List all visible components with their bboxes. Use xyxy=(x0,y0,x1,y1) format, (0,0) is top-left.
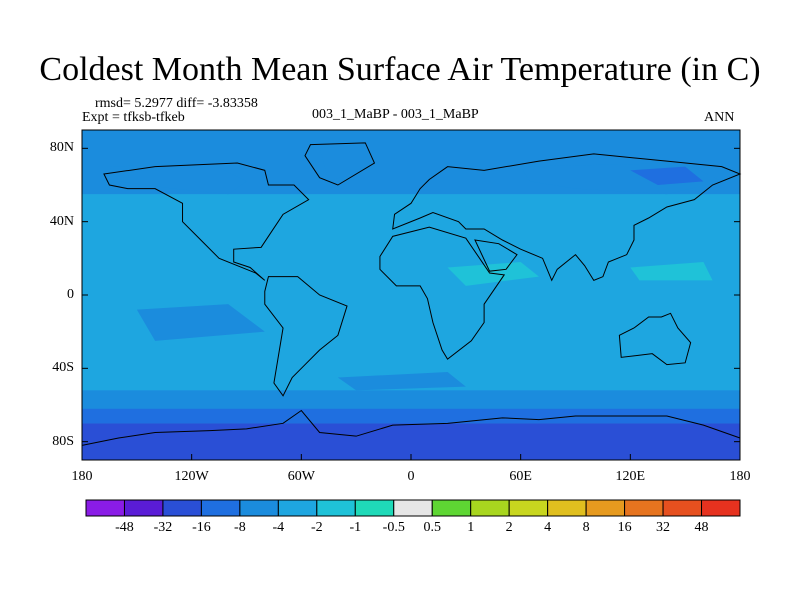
colorbar-box xyxy=(662,499,703,517)
colorbar-box xyxy=(547,499,587,517)
colorbar-label: 4 xyxy=(544,520,552,535)
outline-arabia xyxy=(474,239,518,272)
colorbar-box xyxy=(354,499,395,517)
colorbar-label: -16 xyxy=(192,520,211,535)
colorbar-box xyxy=(123,499,164,517)
colorbar-box xyxy=(239,499,279,517)
colorbar-box xyxy=(393,499,433,517)
colorbar-box xyxy=(85,499,125,517)
outline-north-america xyxy=(103,162,310,281)
x-tick-label: 60W xyxy=(287,469,315,484)
season-label: ANN xyxy=(704,110,735,125)
y-tick-label: 40S xyxy=(52,360,74,376)
colorbar-label: 48 xyxy=(694,520,709,535)
x-tick-label: 120W xyxy=(174,469,209,484)
cold-region-north-america xyxy=(109,163,247,195)
x-tick-label: 180 xyxy=(729,469,751,484)
y-tick-label: 40N xyxy=(49,213,74,229)
y-tick-label: 80N xyxy=(49,140,74,156)
colorbar-label: 0.5 xyxy=(423,520,441,535)
colorbar-box xyxy=(316,499,356,517)
patch-south-pacific xyxy=(136,304,265,341)
experiment-label: Expt = tfksb-tfkeb xyxy=(82,110,185,125)
stats-label: rmsd= 5.2977 diff= -3.83358 xyxy=(95,96,258,111)
case-label: 003_1_MaBP - 003_1_MaBP xyxy=(312,107,479,122)
x-tick-label: 60E xyxy=(509,469,532,484)
y-tick-label: 80S xyxy=(52,433,74,449)
antarctic-band xyxy=(82,423,740,460)
colorbar-box xyxy=(162,499,202,517)
colorbar-box xyxy=(701,499,741,517)
colorbar-label: -2 xyxy=(310,520,323,535)
colorbar-label: -1 xyxy=(349,520,362,535)
colorbar-label: 16 xyxy=(617,520,632,535)
outline-greenland xyxy=(304,142,376,186)
y-tick-label: 0 xyxy=(67,287,74,302)
colorbar-label: 2 xyxy=(505,520,513,535)
colorbar-box xyxy=(277,499,318,517)
x-tick-label: 180 xyxy=(71,469,93,484)
southern-ocean-band xyxy=(82,390,740,409)
colorbar-label: -8 xyxy=(234,520,246,535)
colorbar-box xyxy=(431,499,472,517)
chart-title: Coldest Month Mean Surface Air Temperatu… xyxy=(39,51,761,88)
x-tick-label: 0 xyxy=(407,469,415,484)
patch-tropical-2 xyxy=(630,262,713,281)
outline-antarctica xyxy=(81,409,741,446)
colorbar-box xyxy=(585,499,626,517)
x-tick-label: 120E xyxy=(615,469,646,484)
outline-south-america xyxy=(264,276,348,397)
colorbar-label: -48 xyxy=(115,520,134,535)
outline-australia xyxy=(618,312,692,366)
patch-south-atlantic xyxy=(337,372,466,391)
colorbar-label: -32 xyxy=(153,520,173,535)
southern-ocean-cold-band xyxy=(82,408,740,424)
colorbar-label: 32 xyxy=(656,520,671,535)
outline-africa xyxy=(379,226,506,360)
colorbar-label: 1 xyxy=(467,520,475,535)
colorbar-label: -4 xyxy=(272,520,285,535)
colorbar-box xyxy=(200,499,241,517)
cold-region-greenland xyxy=(319,144,375,182)
colorbar-box xyxy=(508,499,549,517)
colorbar-label: -0.5 xyxy=(382,520,405,535)
cold-region-east-siberia xyxy=(630,166,704,185)
colorbar-box xyxy=(470,499,510,517)
colorbar-label: 8 xyxy=(582,520,590,535)
colorbar-box xyxy=(624,499,664,517)
outline-eurasia xyxy=(392,153,742,282)
